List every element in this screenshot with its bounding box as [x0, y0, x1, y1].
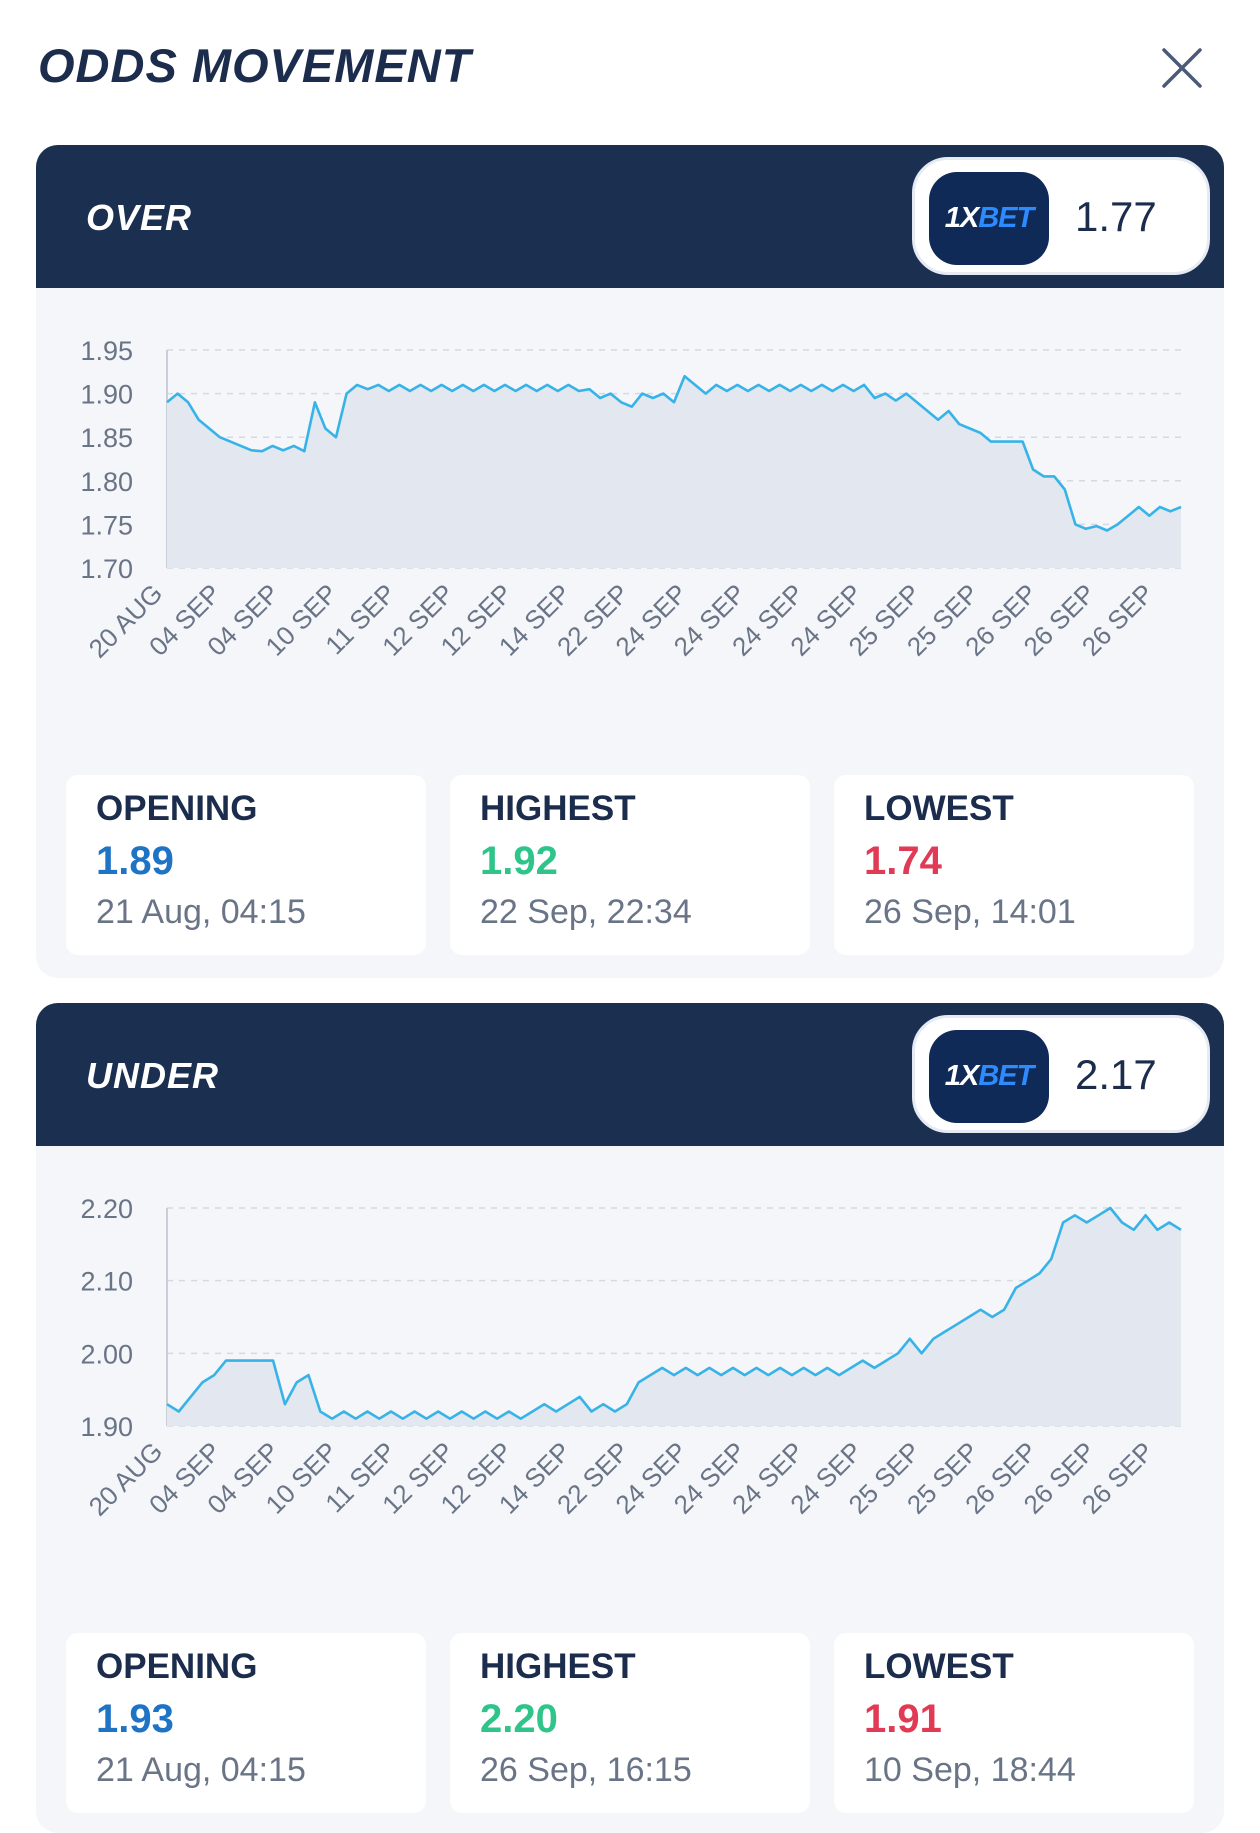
stat-value: 2.20 [480, 1697, 558, 1741]
bookmaker-logo-accent: BET [978, 202, 1034, 234]
y-tick-label: 1.85 [80, 423, 133, 453]
stat-opening: OPENING 1.89 21 Aug, 04:15 [66, 775, 426, 955]
stat-date: 22 Sep, 22:34 [480, 893, 692, 931]
stat-label: HIGHEST [480, 789, 636, 828]
stat-value: 1.74 [864, 839, 942, 883]
bookmaker-logo-accent: BET [978, 1060, 1034, 1092]
bookmaker-logo: 1X BET [929, 172, 1049, 265]
bookmaker-logo-main: 1X [944, 202, 979, 234]
current-odds: 1.77 [1075, 193, 1157, 240]
series-line [166, 374, 1182, 532]
series-line [166, 1206, 1182, 1420]
close-button[interactable] [1150, 36, 1214, 100]
stat-label: LOWEST [864, 1647, 1014, 1686]
y-tick-label: 2.20 [80, 1194, 133, 1224]
market-header: OVER 1X BET 1.77 [36, 145, 1224, 288]
bookmaker-odds-button[interactable]: 1X BET 1.77 [912, 157, 1210, 275]
y-tick-label: 1.80 [80, 467, 133, 497]
stat-value: 1.89 [96, 839, 174, 883]
y-tick-label: 1.75 [80, 510, 133, 540]
stat-label: HIGHEST [480, 1647, 636, 1686]
market-name: UNDER [86, 1055, 220, 1096]
stat-value: 1.91 [864, 1697, 942, 1741]
stat-opening: OPENING 1.93 21 Aug, 04:15 [66, 1633, 426, 1813]
market-card-over: OVER 1X BET 1.77 1.95 1.90 1.85 1.80 1.75 1.70… [36, 145, 1224, 978]
stat-highest: HIGHEST 1.92 22 Sep, 22:34 [450, 775, 810, 955]
stat-highest: HIGHEST 2.20 26 Sep, 16:15 [450, 1633, 810, 1813]
stats-row: OPENING 1.93 21 Aug, 04:15 HIGHEST 2.20 … [66, 1633, 1196, 1813]
market-card-under: UNDER 1X BET 2.17 2.20 2.10 2.00 1.90 20 AUG 0… [36, 1003, 1224, 1833]
y-tick-label: 2.00 [80, 1339, 133, 1369]
stat-date: 21 Aug, 04:15 [96, 1751, 306, 1789]
page-title: ODDS MOVEMENT [38, 39, 472, 92]
series-area [167, 1208, 1181, 1426]
current-odds: 2.17 [1075, 1051, 1157, 1098]
series-area [167, 376, 1181, 568]
stat-date: 21 Aug, 04:15 [96, 893, 306, 931]
y-tick-label: 1.90 [80, 1412, 133, 1442]
stat-value: 1.92 [480, 839, 558, 883]
close-icon [1162, 48, 1202, 88]
stat-value: 1.93 [96, 1697, 174, 1741]
bookmaker-logo-main: 1X [944, 1060, 979, 1092]
stat-label: LOWEST [864, 789, 1014, 828]
y-tick-label: 1.90 [80, 380, 133, 410]
stats-row: OPENING 1.89 21 Aug, 04:15 HIGHEST 1.92 … [66, 775, 1196, 955]
y-tick-label: 1.70 [80, 554, 133, 584]
stat-date: 26 Sep, 16:15 [480, 1751, 692, 1789]
stat-lowest: LOWEST 1.74 26 Sep, 14:01 [834, 775, 1194, 955]
stat-label: OPENING [96, 1647, 258, 1686]
market-header: UNDER 1X BET 2.17 [36, 1003, 1224, 1146]
stat-label: OPENING [96, 789, 258, 828]
stat-date: 26 Sep, 14:01 [864, 893, 1076, 931]
sheet-header: ODDS MOVEMENT [0, 0, 1260, 140]
stat-lowest: LOWEST 1.91 10 Sep, 18:44 [834, 1633, 1194, 1813]
bookmaker-odds-button[interactable]: 1X BET 2.17 [912, 1015, 1210, 1133]
stat-date: 10 Sep, 18:44 [864, 1751, 1076, 1789]
market-name: OVER [86, 197, 193, 238]
y-tick-label: 2.10 [80, 1267, 133, 1297]
bookmaker-logo: 1X BET [929, 1030, 1049, 1123]
y-tick-label: 1.95 [80, 336, 133, 366]
